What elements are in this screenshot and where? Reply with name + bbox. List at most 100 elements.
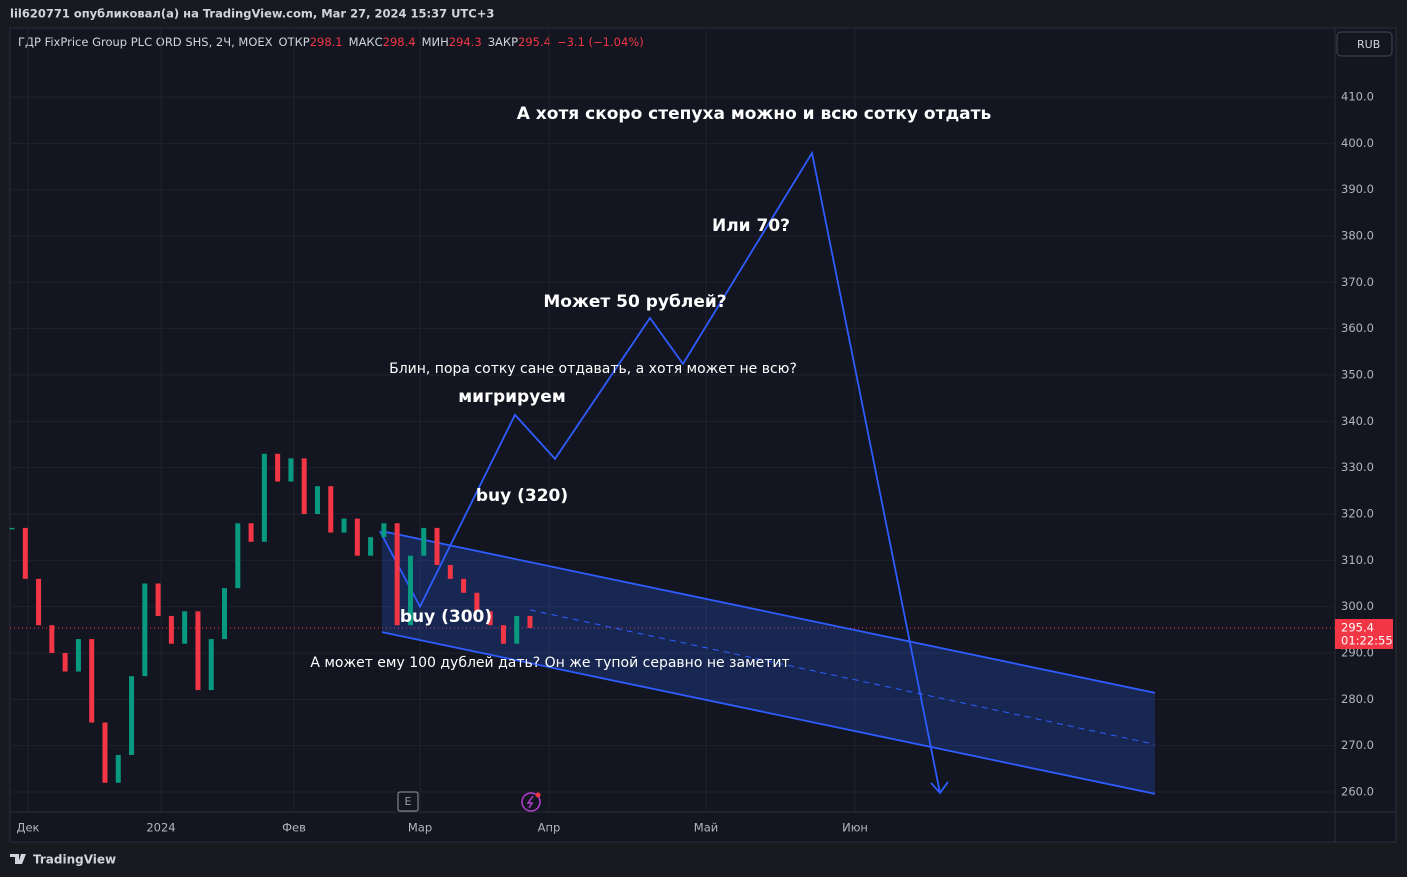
candle bbox=[49, 625, 55, 653]
channel-fill bbox=[382, 531, 1155, 794]
candle bbox=[341, 518, 347, 533]
candle bbox=[421, 527, 427, 556]
price-tick-label: 350.0 bbox=[1341, 368, 1374, 382]
countdown: 01:22:55 bbox=[1341, 633, 1393, 647]
candle bbox=[394, 523, 400, 626]
candle bbox=[102, 722, 108, 783]
time-tick-label: Дек bbox=[16, 821, 39, 835]
candle bbox=[461, 578, 467, 593]
candle bbox=[500, 625, 506, 644]
price-tick-label: 340.0 bbox=[1341, 414, 1374, 428]
price-tick-label: 330.0 bbox=[1341, 460, 1374, 474]
candle bbox=[447, 564, 453, 579]
currency-button[interactable] bbox=[1336, 31, 1393, 57]
price-tick-label: 410.0 bbox=[1341, 90, 1374, 104]
annotation: А может ему 100 дублей дать? Он же тупой… bbox=[310, 655, 789, 671]
candle bbox=[275, 453, 281, 482]
candle bbox=[514, 615, 520, 644]
candle bbox=[288, 458, 294, 482]
symbol-open: 298.1 bbox=[310, 35, 343, 49]
time-tick-label: Июн bbox=[842, 821, 868, 835]
candle bbox=[328, 486, 334, 533]
candle bbox=[22, 527, 28, 579]
footer-brand: TradingView bbox=[33, 853, 116, 867]
current-price-box bbox=[1335, 618, 1393, 649]
candle bbox=[115, 754, 121, 783]
price-tick-label: 370.0 bbox=[1341, 275, 1374, 289]
annotation: buy (300) bbox=[400, 607, 492, 627]
annotation: Или 70? bbox=[712, 216, 790, 236]
dividend-icon-bolt bbox=[526, 795, 534, 809]
grid bbox=[10, 28, 1335, 812]
price-tick-label: 360.0 bbox=[1341, 321, 1374, 335]
candle bbox=[182, 611, 188, 644]
symbol-name: ГДР FixPrice Group PLC ORD SHS, 2Ч, MOEX bbox=[18, 35, 273, 49]
candle bbox=[261, 453, 267, 542]
candles bbox=[9, 453, 533, 783]
ticks: 410.0 400.0 390.0 380.0 370.0 360.0 350.0 340.0… bbox=[16, 90, 1393, 835]
annotation: Блин, пора сотку сане отдавать, а хотя м… bbox=[389, 361, 797, 377]
candle bbox=[407, 555, 413, 626]
symbol-change: −3.1 (−1.04%) bbox=[557, 35, 644, 49]
tv-logo bbox=[10, 854, 26, 864]
event-icon-letter: E bbox=[405, 795, 412, 808]
candle bbox=[142, 583, 148, 677]
candle bbox=[9, 527, 15, 530]
event-icon[interactable] bbox=[397, 791, 419, 812]
annotations: А хотя скоро степуха можно и всю сотку о… bbox=[310, 104, 991, 671]
symbol-info: ГДР FixPrice Group PLC ORD SHS, 2Ч, MOEX… bbox=[18, 35, 644, 49]
time-tick-label: Мар bbox=[408, 821, 432, 835]
price-tick-label: 380.0 bbox=[1341, 229, 1374, 243]
price-tick-label: 270.0 bbox=[1341, 738, 1374, 752]
candle bbox=[222, 588, 228, 640]
candle bbox=[434, 527, 440, 565]
symbol-close-label: ЗАКР bbox=[488, 35, 518, 49]
annotation: buy (320) bbox=[476, 486, 568, 506]
price-tick-label: 400.0 bbox=[1341, 136, 1374, 150]
symbol-low: 294.3 bbox=[449, 35, 482, 49]
time-tick-label: Май bbox=[694, 821, 718, 835]
candle bbox=[208, 639, 214, 691]
chart-pane bbox=[9, 27, 1397, 843]
candle bbox=[155, 583, 161, 616]
dividend-icon-dot bbox=[535, 792, 541, 798]
candle bbox=[527, 615, 533, 628]
candle bbox=[235, 523, 241, 589]
price-tick-label: 300.0 bbox=[1341, 599, 1374, 613]
candle bbox=[354, 518, 360, 556]
symbol-line: ГДР FixPrice Group PLC ORD SHS, 2Ч, MOEX… bbox=[18, 35, 644, 49]
candle bbox=[36, 578, 42, 626]
current-price-label: 295.4 bbox=[1341, 620, 1374, 634]
candle bbox=[381, 523, 387, 538]
candle bbox=[75, 639, 81, 672]
annotation: Может 50 рублей? bbox=[543, 292, 726, 312]
publisher: lil620771 опубликовал(а) на TradingView.… bbox=[10, 7, 494, 21]
symbol-high-label: МАКС bbox=[349, 35, 383, 49]
symbol-close: 295.4 bbox=[518, 35, 551, 49]
annotation: А хотя скоро степуха можно и всю сотку о… bbox=[517, 104, 992, 124]
drawings bbox=[379, 150, 1156, 795]
channel-mid bbox=[529, 609, 1156, 745]
price-tick-label: 320.0 bbox=[1341, 507, 1374, 521]
dividend-icon[interactable] bbox=[521, 792, 541, 812]
candle bbox=[62, 653, 68, 672]
candle bbox=[487, 611, 493, 626]
price-tick-label: 310.0 bbox=[1341, 553, 1374, 567]
candle bbox=[368, 537, 374, 556]
time-tick-label: Апр bbox=[538, 821, 561, 835]
candle bbox=[89, 639, 95, 723]
price-tick-label: 280.0 bbox=[1341, 692, 1374, 706]
candle bbox=[248, 523, 254, 542]
time-tick-label: 2024 bbox=[146, 821, 175, 835]
symbol-low-label: МИН bbox=[422, 35, 449, 49]
price-tick-label: 290.0 bbox=[1341, 646, 1374, 660]
candle bbox=[195, 611, 201, 691]
candle bbox=[301, 458, 307, 514]
forecast-path bbox=[379, 150, 941, 794]
candle bbox=[129, 676, 135, 755]
price-tick-label: 260.0 bbox=[1341, 785, 1374, 799]
annotation: мигрируем bbox=[458, 387, 565, 407]
symbol-high: 298.4 bbox=[383, 35, 416, 49]
candle bbox=[168, 615, 174, 644]
